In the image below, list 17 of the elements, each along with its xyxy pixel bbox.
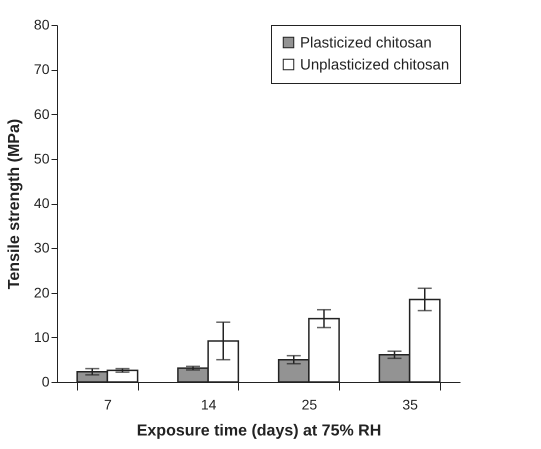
legend-label: Plasticized chitosan <box>300 34 432 52</box>
y-tick-label: 20 <box>34 284 50 300</box>
y-tick-label: 0 <box>42 374 50 390</box>
legend-label: Unplasticized chitosan <box>300 56 450 74</box>
y-tick-label: 60 <box>34 106 50 122</box>
y-tick-label: 30 <box>34 240 50 256</box>
y-tick-label: 70 <box>34 61 50 78</box>
x-tick-label: 35 <box>402 396 418 412</box>
y-tick-label: 10 <box>34 328 50 345</box>
x-tick-label: 14 <box>200 396 217 412</box>
y-tick-label: 50 <box>34 150 50 166</box>
x-tick-label: 7 <box>104 396 112 412</box>
x-tick-label: 25 <box>302 396 318 412</box>
y-axis-title: Tensile strength (MPa) <box>6 118 23 290</box>
y-tick-label: 80 <box>34 16 50 32</box>
y-tick-label: 40 <box>34 195 50 211</box>
x-axis-title: Exposure time (days) at 75% RH <box>136 422 382 440</box>
